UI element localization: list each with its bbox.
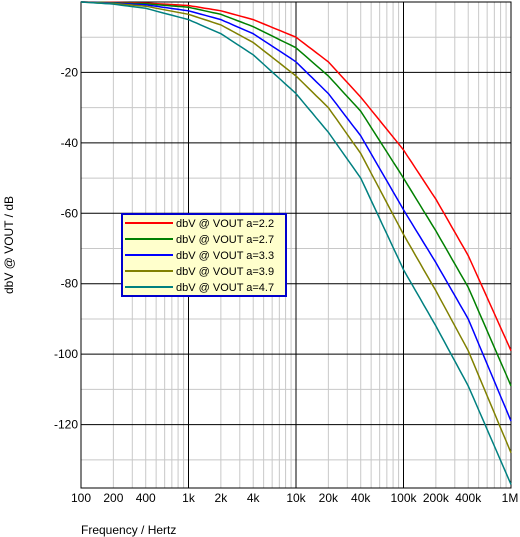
x-tick-label: 400k	[455, 491, 482, 505]
x-tick-label: 200k	[423, 491, 450, 505]
y-tick-label: -40	[61, 136, 79, 150]
y-tick-label: -60	[61, 206, 79, 220]
x-tick-label: 100k	[390, 491, 417, 505]
plot-frame	[80, 1, 512, 489]
y-axis-label: dbV @ VOUT / dB	[2, 196, 16, 294]
x-tick-label: 400	[136, 491, 156, 505]
x-tick-label: 4k	[247, 491, 261, 505]
legend-label: dbV @ VOUT a=3.9	[176, 266, 274, 278]
x-tick-label: 40k	[351, 491, 371, 505]
legend-label: dbV @ VOUT a=2.7	[176, 234, 274, 246]
y-tick-label: -80	[61, 277, 79, 291]
x-tick-label: 10k	[286, 491, 306, 505]
series-line	[80, 1, 512, 387]
series-line	[80, 1, 512, 422]
x-tick-label: 200	[103, 491, 123, 505]
x-axis-label: Frequency / Hertz	[81, 523, 176, 537]
y-tick-label: -100	[54, 347, 78, 361]
y-tick-labels: -20 -40 -60 -80 -100 -120	[54, 65, 78, 431]
legend: dbV @ VOUT a=2.2 dbV @ VOUT a=2.7 dbV @ VO…	[121, 213, 287, 297]
series-line	[80, 1, 512, 454]
legend-label: dbV @ VOUT a=4.7	[176, 282, 274, 294]
y-tick-label: -20	[61, 65, 79, 79]
x-tick-label: 1M	[502, 491, 519, 505]
series-lines	[80, 1, 512, 485]
x-tick-label: 100	[71, 491, 91, 505]
legend-label: dbV @ VOUT a=2.2	[176, 218, 274, 230]
x-tick-label: 20k	[319, 491, 339, 505]
x-tick-label: 1k	[182, 491, 196, 505]
legend-label: dbV @ VOUT a=3.3	[176, 250, 274, 262]
series-line	[80, 1, 512, 485]
y-tick-label: -120	[54, 418, 78, 432]
x-tick-labels: 100 200 400 1k 2k 4k 10k 20k 40k 100k 200k 400k 1M	[71, 491, 518, 505]
x-tick-label: 2k	[215, 491, 229, 505]
